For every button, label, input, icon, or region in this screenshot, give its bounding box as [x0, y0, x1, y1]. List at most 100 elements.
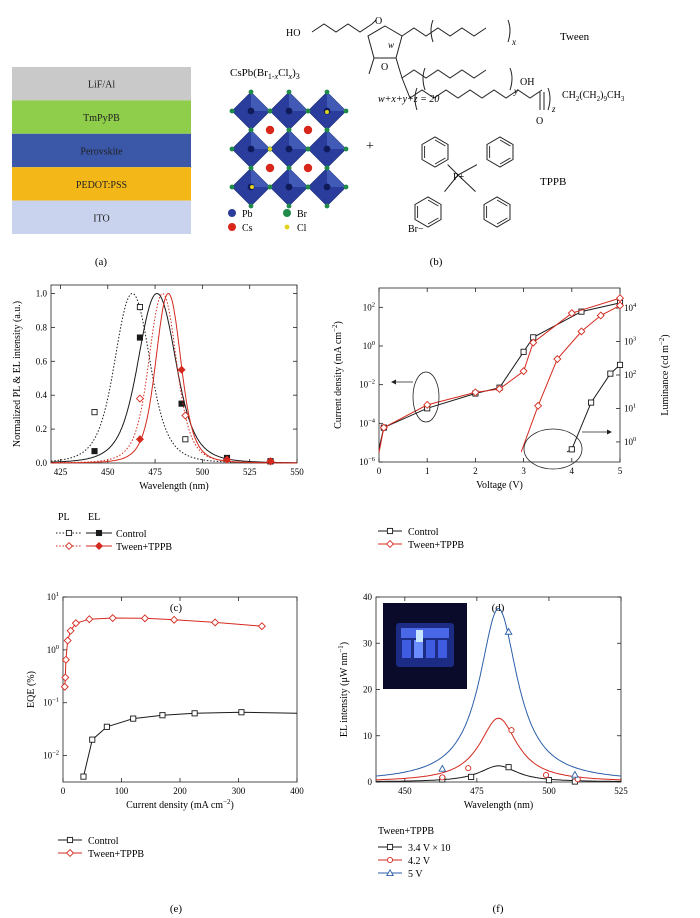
- cs-atom: [265, 163, 275, 173]
- legend-el-marker: [95, 529, 103, 537]
- y-tick-label: 0.0: [36, 458, 48, 468]
- layer-ito: [12, 200, 191, 234]
- br-atom: [248, 165, 254, 171]
- layer-label: ITO: [93, 213, 109, 224]
- luminance-group-ellipse: [523, 428, 583, 470]
- phenyl-ring-double-bond: [427, 199, 439, 207]
- phenyl-ring: [421, 136, 449, 168]
- layer-label: PEDOT:PSS: [76, 180, 127, 191]
- legend-marker: [386, 527, 394, 535]
- legend-title: Tween+TPPB: [378, 826, 434, 837]
- data-point: [178, 400, 185, 407]
- data-point: [553, 354, 562, 364]
- legend-pb-dot: [228, 209, 236, 217]
- series-luminance-tweentppb: [520, 304, 621, 453]
- y-tick-label: 0.2: [36, 424, 47, 434]
- data-point: [465, 765, 472, 772]
- series-34v10: [376, 765, 621, 782]
- panel-e-chart: 0 100 200 300 400 10−2 10−1 100 101 Current densi…: [26, 591, 304, 915]
- x-axis-label: Current density (mA cm−2): [126, 798, 234, 811]
- x-tick-label: 550: [290, 467, 304, 477]
- br-atom: [343, 108, 349, 114]
- data-point: [61, 673, 70, 682]
- cl-atom: [268, 147, 272, 151]
- panel-b-label: (b): [430, 256, 443, 268]
- tween-name: Tween: [560, 31, 590, 43]
- plot-frame: [50, 284, 298, 464]
- phenyl-ring-double-bond: [496, 199, 508, 207]
- layer-perovskite: [12, 133, 191, 168]
- br-atom: [229, 108, 235, 114]
- legend-entry: 4.2 V: [408, 856, 431, 867]
- br-atom: [248, 127, 254, 133]
- data-point: [570, 770, 579, 778]
- cs-atom: [303, 163, 313, 173]
- y-tick-label: 103: [624, 336, 636, 347]
- series-pl-control: [51, 292, 297, 464]
- data-point: [63, 636, 72, 645]
- data-point: [504, 627, 513, 635]
- data-point: [170, 615, 179, 624]
- data-point: [238, 709, 245, 716]
- x-axis-label: Voltage (V): [476, 480, 523, 491]
- x-tick-label: 300: [232, 786, 246, 796]
- data-point: [567, 309, 576, 318]
- plus-sign: +: [366, 139, 374, 154]
- y-tick-label: 20: [363, 685, 373, 695]
- data-point: [520, 348, 527, 355]
- data-point: [85, 615, 94, 624]
- br-atom: [286, 165, 292, 171]
- y-tick-label: 0: [368, 777, 373, 787]
- tppb-anion: Br−: [408, 224, 424, 235]
- data-point: [519, 367, 528, 376]
- x-tick-label: 0: [61, 786, 66, 796]
- tween-carbonyl-o: O: [536, 116, 543, 127]
- pb-atom: [247, 107, 255, 115]
- legend-br-label: Br: [297, 209, 308, 220]
- x-tick-label: 525: [614, 786, 628, 796]
- legend-cs-dot: [228, 223, 236, 231]
- y-axis-label: Normalized PL & EL intensity (a.u.): [12, 301, 23, 447]
- panel-f-chart: 450 475 500 525 0 10 20 30 40 Wavelength (nm) EL …: [337, 592, 628, 915]
- data-point: [211, 618, 220, 627]
- br-atom: [305, 108, 311, 114]
- br-atom: [343, 184, 349, 190]
- octahedron-face: [289, 168, 308, 187]
- x-tick-label: 500: [542, 786, 556, 796]
- p-bond: [444, 174, 459, 192]
- legend-marker: [65, 848, 75, 858]
- series-el-control: [51, 292, 297, 464]
- legend-cl-dot: [284, 224, 290, 230]
- data-point: [182, 436, 189, 443]
- x-tick-label: 475: [148, 467, 162, 477]
- pb-atom: [285, 183, 293, 191]
- x-tick-label: 2: [473, 466, 478, 476]
- tween-formula-sum: w+x+y+z = 20: [378, 94, 439, 105]
- tppb-structure: [414, 136, 514, 228]
- x-tick-label: 200: [173, 786, 187, 796]
- panel-c-chart: 425 450 475 500 525 550 0.0 0.2 0.4 0.6 0.8 1.0 Wave…: [12, 284, 304, 614]
- cl-atom: [250, 185, 254, 189]
- octahedron-face: [327, 168, 346, 187]
- x-axis-label: Wavelength (nm): [464, 800, 533, 811]
- legend-el-header: EL: [88, 512, 100, 523]
- y-tick-label: 10−2: [43, 750, 59, 761]
- data-point: [136, 334, 143, 341]
- data-point: [508, 727, 515, 734]
- tween-o-ring: O: [381, 62, 388, 73]
- data-point: [159, 712, 166, 719]
- tween-tail: CH2(CH2)9CH3: [562, 90, 625, 103]
- x-tick-label: 3: [521, 466, 526, 476]
- data-point: [108, 613, 117, 623]
- y2-axis-label: Luminance (cd m−2): [658, 334, 671, 415]
- data-point: [89, 736, 96, 743]
- phenyl-ring: [414, 196, 442, 228]
- left-arrow-head: [391, 379, 396, 385]
- octahedron-face: [251, 168, 270, 187]
- br-atom: [286, 127, 292, 133]
- y-tick-label: 102: [363, 301, 375, 312]
- tween-o1: O: [375, 16, 382, 27]
- layer-label: LiF/Al: [88, 80, 115, 91]
- legend-pl-marker: [65, 529, 73, 537]
